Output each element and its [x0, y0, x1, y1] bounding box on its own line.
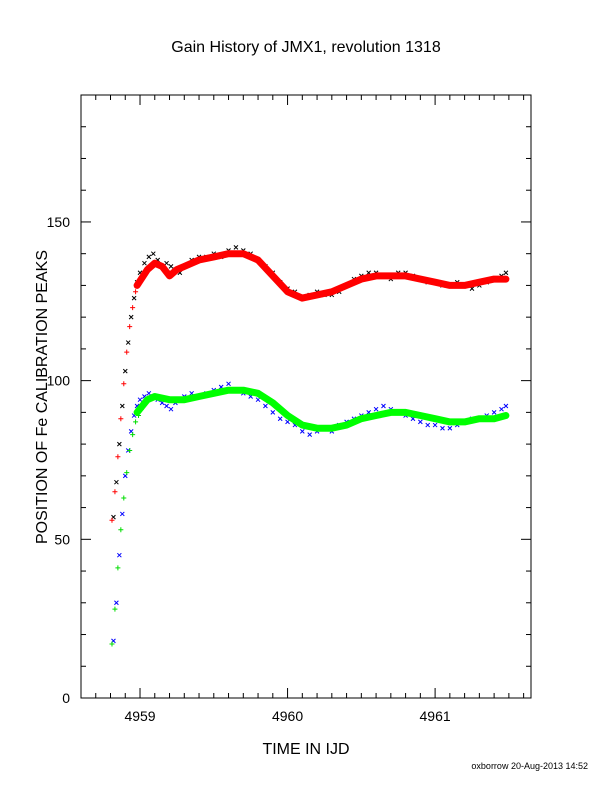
data-point	[270, 410, 276, 415]
data-point	[146, 390, 152, 396]
data-point	[127, 447, 133, 453]
data-point	[127, 324, 133, 330]
data-point	[109, 517, 115, 523]
data-point	[142, 260, 147, 266]
plot-frame	[80, 94, 532, 699]
data-point	[285, 419, 290, 425]
data-point	[125, 340, 131, 345]
data-point	[133, 419, 139, 425]
data-point	[131, 295, 137, 301]
data-point	[117, 441, 122, 447]
data-point	[130, 432, 136, 438]
series-4	[109, 406, 144, 647]
data-point	[503, 403, 509, 409]
series-line	[133, 250, 510, 302]
data-point	[112, 606, 118, 612]
data-point	[130, 305, 136, 311]
data-point	[124, 470, 130, 476]
chart-title: Gain History of JMX1, revolution 1318	[171, 39, 441, 56]
data-point	[124, 349, 130, 355]
data-point	[128, 314, 134, 320]
data-point	[115, 565, 121, 571]
data-point	[109, 641, 115, 647]
tick-labels: 4959 4960 4961 0 50 100 150	[47, 214, 451, 724]
data-point	[381, 403, 386, 409]
data-point	[115, 454, 121, 460]
data-point	[164, 260, 169, 266]
data-point	[150, 251, 156, 257]
data-point	[137, 397, 143, 403]
data-point	[499, 406, 504, 412]
series-layer	[109, 244, 510, 647]
data-point	[299, 429, 305, 434]
data-point	[432, 422, 438, 428]
x-tick-label: 4961	[420, 708, 451, 724]
data-point	[226, 381, 231, 387]
data-point	[117, 552, 122, 558]
footer-credit: oxborrow 20-Aug-2013 14:52	[471, 761, 588, 771]
y-axis-label: POSITION OF Fe CALIBRATION PEAKS	[34, 250, 51, 544]
data-point	[121, 495, 127, 501]
data-point	[263, 403, 268, 409]
data-point	[373, 406, 379, 412]
data-point	[119, 403, 125, 409]
series-1	[109, 276, 144, 523]
series-2	[133, 250, 510, 302]
x-tick-label: 4960	[272, 708, 303, 724]
data-point	[114, 479, 119, 485]
data-point	[122, 368, 128, 374]
data-point	[168, 264, 174, 269]
data-point	[417, 419, 423, 425]
data-point	[164, 403, 169, 409]
data-point	[425, 422, 431, 428]
y-tick-label: 100	[47, 373, 71, 389]
series-5	[133, 386, 510, 432]
data-point	[146, 254, 152, 260]
data-point	[168, 406, 174, 412]
data-point	[440, 425, 445, 431]
data-point	[447, 425, 453, 431]
data-point	[114, 600, 119, 606]
data-point	[307, 432, 313, 437]
y-tick-label: 150	[47, 214, 71, 230]
data-point	[118, 527, 124, 533]
data-point	[277, 416, 283, 422]
x-axis-label: TIME IN IJD	[262, 741, 349, 758]
data-point	[233, 244, 239, 250]
data-point	[491, 410, 497, 415]
x-tick-label: 4959	[124, 708, 155, 724]
y-tick-label: 50	[54, 531, 70, 547]
series-line	[133, 386, 510, 432]
data-point	[503, 270, 509, 276]
axis-ticks	[80, 94, 531, 699]
data-point	[118, 416, 124, 422]
data-point	[133, 289, 139, 295]
data-point	[119, 511, 125, 517]
data-point	[112, 489, 118, 495]
y-tick-label: 0	[62, 690, 70, 706]
data-point	[121, 381, 127, 387]
